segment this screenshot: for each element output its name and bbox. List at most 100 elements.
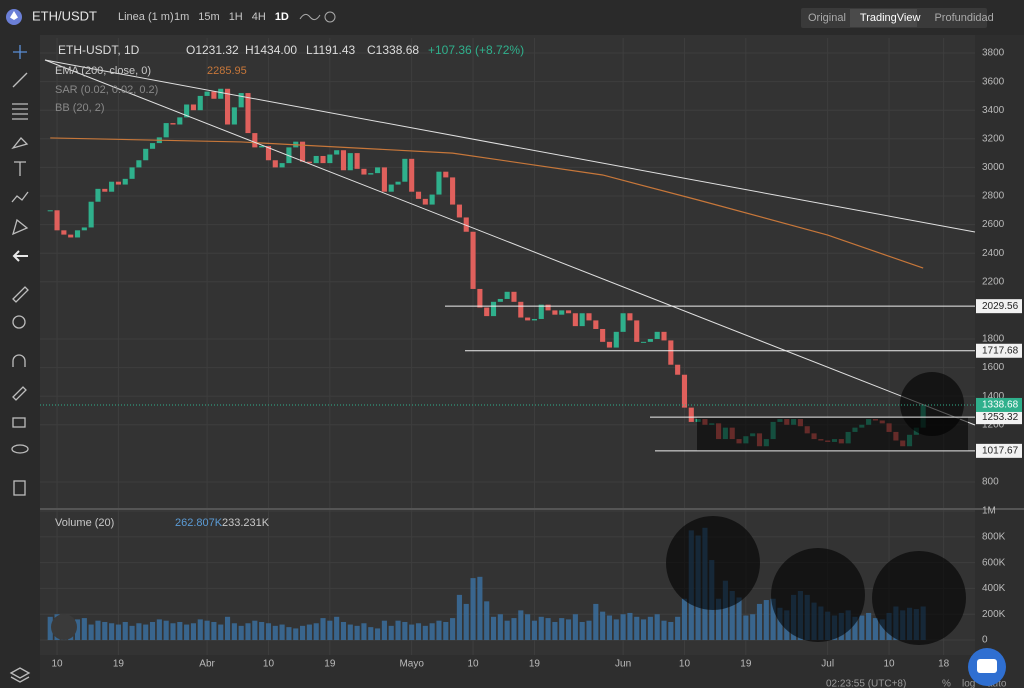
volume-bar bbox=[852, 616, 858, 641]
volume-bar bbox=[334, 616, 340, 641]
candle bbox=[197, 95, 203, 111]
volume-bar bbox=[436, 620, 442, 641]
candle bbox=[231, 107, 237, 125]
candle bbox=[259, 145, 265, 148]
volume-bar bbox=[859, 615, 865, 641]
candle bbox=[81, 227, 87, 231]
x-tick-label: 19 bbox=[324, 659, 336, 670]
back-tool[interactable] bbox=[12, 250, 28, 262]
candle bbox=[61, 230, 67, 235]
layers-tool[interactable] bbox=[9, 667, 31, 683]
time-axis bbox=[40, 655, 1024, 688]
volume-bar bbox=[600, 611, 606, 641]
volume-tick-label: 800K bbox=[982, 531, 1006, 542]
chart-mode[interactable]: Linea (1 m) bbox=[118, 11, 174, 23]
toolbar bbox=[0, 35, 40, 688]
x-tick-label: 10 bbox=[884, 659, 896, 670]
volume-bar bbox=[300, 625, 306, 641]
percent-option[interactable]: % bbox=[942, 679, 951, 688]
volume-label[interactable]: Volume (20) bbox=[55, 517, 114, 529]
interval[interactable]: 15m bbox=[198, 11, 219, 23]
crosshair-tool[interactable] bbox=[13, 45, 27, 59]
volume-bar bbox=[538, 616, 544, 641]
y-tick-label: 3000 bbox=[982, 162, 1005, 173]
volume-bar bbox=[115, 624, 121, 641]
indicator-ema[interactable]: EMA (200, close, 0) bbox=[55, 65, 151, 77]
y-tick-label: 2600 bbox=[982, 219, 1005, 230]
highlight-circle bbox=[872, 551, 966, 645]
highlight-circle bbox=[900, 372, 964, 436]
lock-tool[interactable] bbox=[12, 417, 26, 428]
candle bbox=[572, 313, 578, 327]
volume-bar bbox=[109, 623, 115, 641]
ohlc-close: C1338.68 bbox=[367, 43, 419, 57]
pattern-tool[interactable] bbox=[11, 191, 29, 203]
volume-bar bbox=[879, 619, 885, 641]
volume-bar bbox=[422, 625, 428, 641]
volume-tick-label: 600K bbox=[982, 557, 1006, 568]
last-price-tag bbox=[976, 397, 1022, 412]
volume-bar bbox=[627, 612, 633, 641]
candle bbox=[252, 133, 258, 148]
volume-bar bbox=[129, 625, 135, 641]
view-tab[interactable]: Profundidad bbox=[934, 12, 993, 24]
volume-bar bbox=[95, 620, 101, 641]
brush-tool[interactable] bbox=[11, 137, 29, 150]
candle bbox=[409, 158, 415, 192]
volume-bar bbox=[477, 576, 483, 641]
interval[interactable]: 1H bbox=[229, 11, 243, 23]
candle bbox=[627, 313, 633, 321]
view-tab[interactable]: Original bbox=[808, 12, 846, 24]
candle bbox=[334, 150, 340, 155]
volume-bar bbox=[272, 625, 278, 641]
volume-bar bbox=[218, 624, 224, 641]
volume-value: 262.807K bbox=[175, 517, 223, 529]
indicator-bb[interactable]: BB (20, 2) bbox=[55, 102, 105, 114]
volume-bar bbox=[763, 600, 769, 641]
magnet-tool[interactable] bbox=[12, 354, 26, 367]
interval[interactable]: 1D bbox=[275, 11, 289, 23]
x-tick-label: 10 bbox=[467, 659, 479, 670]
candle bbox=[497, 298, 503, 302]
text-tool[interactable] bbox=[14, 161, 26, 176]
ohlc-high: H1434.00 bbox=[245, 43, 297, 57]
y-tick-label: 2400 bbox=[982, 248, 1005, 259]
interval[interactable]: 1m bbox=[174, 11, 189, 23]
candle bbox=[675, 364, 681, 375]
symbol[interactable]: ETH/USDT bbox=[32, 8, 97, 23]
shape-tool[interactable] bbox=[11, 218, 29, 236]
interval[interactable]: 4H bbox=[252, 11, 266, 23]
candle bbox=[347, 153, 353, 171]
volume-ma-value: 233.231K bbox=[222, 517, 270, 529]
candle bbox=[552, 310, 558, 315]
view-tab[interactable]: TradingView bbox=[860, 12, 921, 24]
volume-bar bbox=[259, 621, 265, 641]
indicator-sar[interactable]: SAR (0.02, 0.02, 0.2) bbox=[55, 84, 158, 96]
auto-option[interactable]: auto bbox=[987, 679, 1007, 688]
volume-bar bbox=[490, 616, 497, 641]
volume-bar bbox=[368, 627, 374, 641]
x-tick-label: Mayo bbox=[399, 659, 424, 670]
volume-bar bbox=[143, 624, 149, 641]
candle bbox=[450, 177, 456, 205]
fib-tool[interactable] bbox=[12, 103, 28, 120]
volume-bar bbox=[279, 624, 285, 641]
eye-tool[interactable] bbox=[11, 444, 29, 454]
line-tool[interactable] bbox=[12, 72, 28, 88]
volume-bar bbox=[565, 619, 572, 641]
ruler-tool[interactable] bbox=[12, 286, 29, 303]
volume-bar bbox=[511, 618, 517, 641]
y-tick-label: 2800 bbox=[982, 191, 1005, 202]
y-tick-label: 1600 bbox=[982, 362, 1005, 373]
volume-bar bbox=[381, 620, 387, 641]
zoom-tool[interactable] bbox=[12, 315, 26, 329]
volume-bar bbox=[231, 623, 237, 641]
volume-bar bbox=[443, 621, 449, 641]
pencil-tool[interactable] bbox=[12, 386, 27, 401]
log-option[interactable]: log bbox=[962, 679, 975, 688]
settings-icon[interactable] bbox=[324, 11, 336, 23]
volume-bar bbox=[224, 616, 231, 641]
trash-tool[interactable] bbox=[13, 480, 26, 496]
candle bbox=[415, 191, 422, 199]
